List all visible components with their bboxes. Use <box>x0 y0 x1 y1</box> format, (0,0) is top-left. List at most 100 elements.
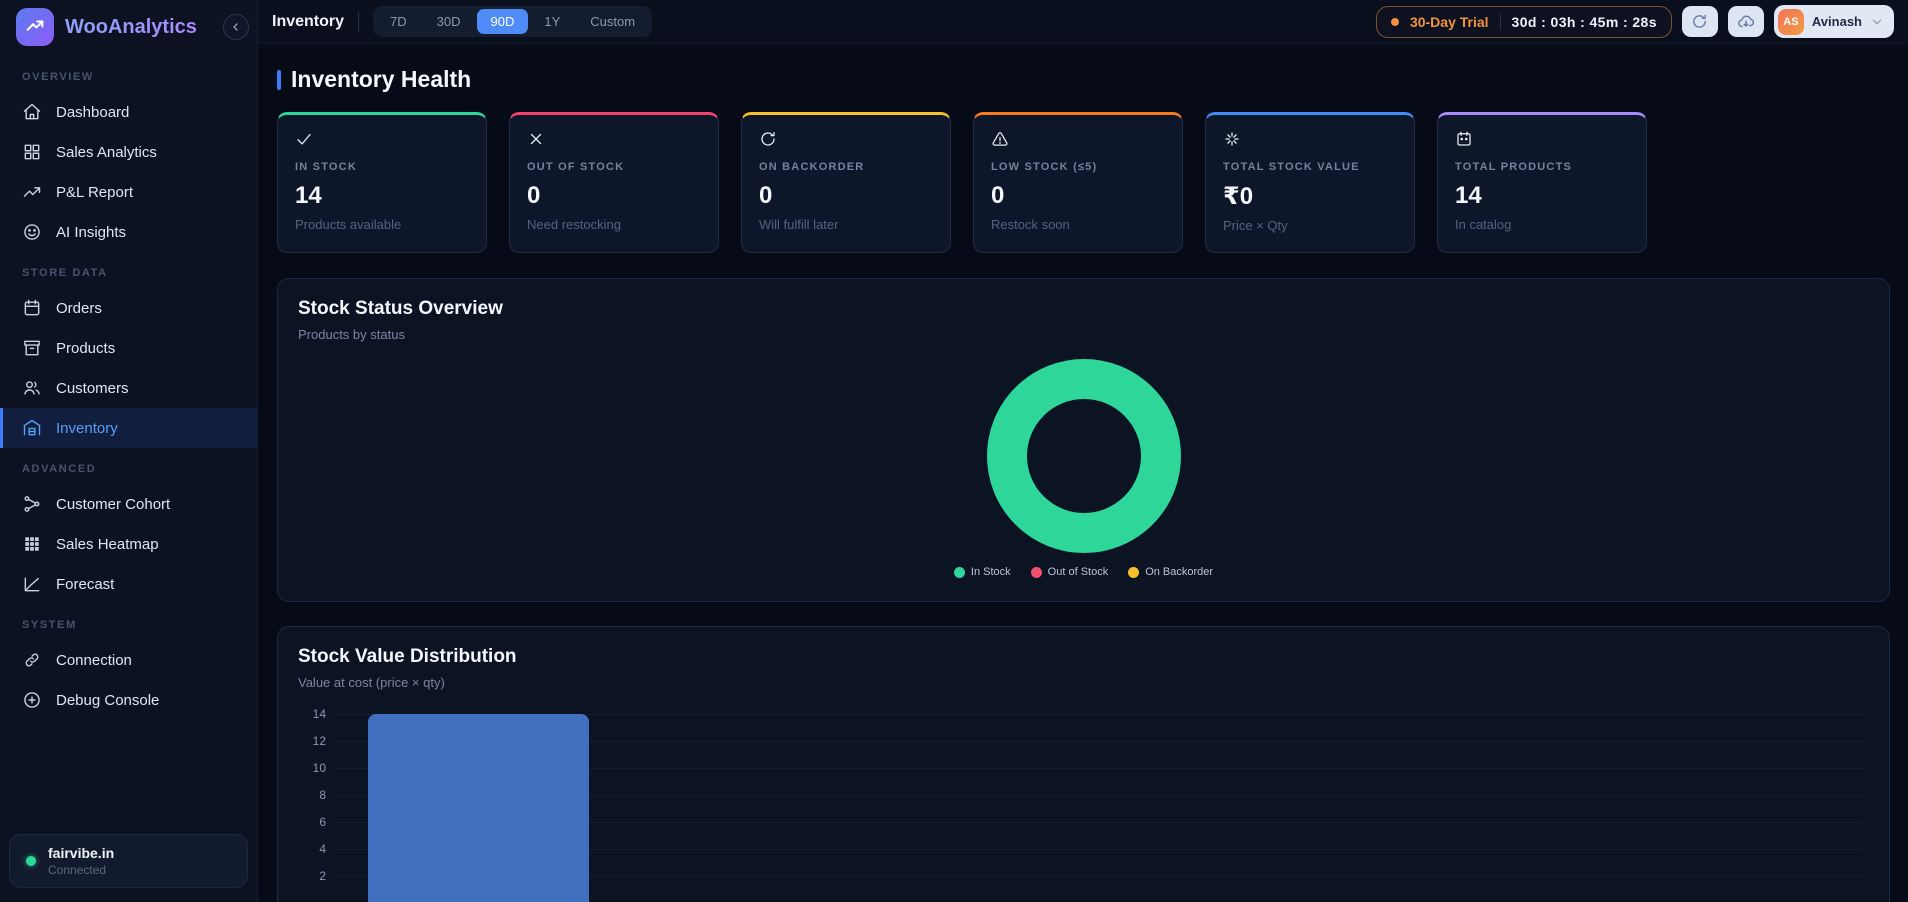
stat-value: 0 <box>991 182 1005 209</box>
sidebar-item-sales-analytics[interactable]: Sales Analytics <box>0 132 257 172</box>
tab-custom[interactable]: Custom <box>590 14 636 29</box>
user-menu[interactable]: AS Avinash <box>1773 5 1894 38</box>
burst-icon <box>1225 132 1239 146</box>
refresh-icon <box>761 131 775 146</box>
page-title: Inventory Health <box>291 66 472 92</box>
calendar-icon <box>24 299 40 316</box>
connected-store-card[interactable]: fairvibe.in Connected <box>9 834 248 888</box>
sidebar-item-label: Orders <box>56 299 102 317</box>
donut-segment-in-stock <box>986 359 1181 553</box>
date-range-tabs: 7D 30D 90D 1Y Custom <box>373 6 653 37</box>
sidebar-collapse-button[interactable] <box>223 14 249 40</box>
stat-label: IN STOCK <box>295 161 357 173</box>
y-axis-tick: 14 <box>312 707 326 721</box>
nav-section-store-data: STORE DATA <box>22 267 108 279</box>
tab-90d[interactable]: 90D <box>476 9 529 34</box>
legend-dot <box>1128 566 1140 578</box>
stat-subtext: Need restocking <box>527 217 621 232</box>
trial-label: 30-Day Trial <box>1409 13 1489 30</box>
legend-item-on-backorder: On Backorder <box>1128 566 1213 578</box>
sidebar-item-label: Products <box>56 339 116 357</box>
sidebar-item-pl-report[interactable]: P&L Report <box>0 172 257 212</box>
trial-countdown: 30d : 03h : 45m : 28s <box>1511 13 1657 30</box>
sidebar-item-label: Customers <box>56 379 129 397</box>
gridline <box>334 741 1863 742</box>
topbar-page-title: Inventory <box>272 12 345 30</box>
sidebar-item-orders[interactable]: Orders <box>0 288 257 328</box>
sidebar-item-ai-insights[interactable]: AI Insights <box>0 212 257 252</box>
topbar: Inventory 7D 30D 90D 1Y Custom 30-Day Tr… <box>258 0 1908 44</box>
user-name: Avinash <box>1811 14 1862 29</box>
gridline <box>334 714 1863 715</box>
sidebar-item-sales-heatmap[interactable]: Sales Heatmap <box>0 524 257 564</box>
tab-30d[interactable]: 30D <box>436 14 461 29</box>
main-content: Inventory Health IN STOCK 14 Products av… <box>258 44 1908 902</box>
trend-up-icon <box>23 187 41 197</box>
sidebar-item-label: Sales Analytics <box>56 143 157 161</box>
stat-subtext: Restock soon <box>991 217 1070 232</box>
sidebar-item-label: Inventory <box>56 419 118 437</box>
stat-label: LOW STOCK (≤5) <box>991 161 1098 173</box>
warehouse-icon <box>23 419 41 436</box>
legend-dot <box>1030 566 1042 578</box>
sidebar-item-customer-cohort[interactable]: Customer Cohort <box>0 484 257 524</box>
panel-subtitle: Products by status <box>298 327 405 342</box>
sidebar-item-label: Sales Heatmap <box>56 535 159 553</box>
sidebar-item-products[interactable]: Products <box>0 328 257 368</box>
stat-card-out-of-stock: OUT OF STOCK 0 Need restocking <box>509 112 719 253</box>
sidebar-item-dashboard[interactable]: Dashboard <box>0 92 257 132</box>
sidebar-item-forecast[interactable]: Forecast <box>0 564 257 604</box>
tab-7d[interactable]: 7D <box>390 14 407 29</box>
stock-value-panel: Stock Value Distribution Value at cost (… <box>277 626 1890 902</box>
sidebar-item-label: P&L Report <box>56 183 133 201</box>
stock-status-panel: Stock Status Overview Products by status… <box>277 278 1890 602</box>
panel-title: Stock Status Overview <box>298 298 503 319</box>
panel-subtitle: Value at cost (price × qty) <box>298 675 445 690</box>
sidebar-item-label: Connection <box>56 651 132 669</box>
app-title: WooAnalytics <box>65 15 197 38</box>
refresh-button[interactable] <box>1681 6 1718 37</box>
topbar-divider <box>358 11 360 32</box>
stat-card-low-stock: LOW STOCK (≤5) 0 Restock soon <box>973 112 1183 253</box>
title-accent-bar <box>277 69 281 90</box>
y-axis-tick: 6 <box>319 815 326 829</box>
trend-up-icon <box>26 20 44 31</box>
bar-value-14 <box>368 714 589 902</box>
sidebar-item-label: AI Insights <box>56 223 127 241</box>
nav-section-system: SYSTEM <box>22 619 77 631</box>
check-icon <box>297 133 311 145</box>
sidebar-item-label: Forecast <box>56 575 115 593</box>
y-axis-tick: 2 <box>319 869 326 883</box>
stat-card-on-backorder: ON BACKORDER 0 Will fulfill later <box>741 112 951 253</box>
tab-1y[interactable]: 1Y <box>544 14 561 29</box>
chevron-down-icon <box>1872 19 1882 24</box>
nav-section-advanced: ADVANCED <box>22 463 97 475</box>
sidebar-item-label: Dashboard <box>56 103 130 121</box>
trial-dot-icon <box>1390 17 1399 26</box>
plus-circle-icon <box>24 692 40 708</box>
export-button[interactable] <box>1727 6 1764 37</box>
sidebar: WooAnalytics OVERVIEW Dashboard Sales An… <box>0 0 258 902</box>
chevron-left-icon <box>233 23 238 31</box>
donut-legend: In Stock Out of Stock On Backorder <box>298 566 1869 582</box>
store-domain: fairvibe.in <box>48 845 115 861</box>
archive-icon <box>24 340 40 356</box>
stat-label: TOTAL STOCK VALUE <box>1223 161 1360 173</box>
sidebar-item-debug-console[interactable]: Debug Console <box>0 680 257 720</box>
legend-dot <box>953 566 965 578</box>
link-icon <box>25 653 39 667</box>
gridline <box>334 876 1863 877</box>
sidebar-item-inventory[interactable]: Inventory <box>0 408 257 448</box>
gridline <box>334 849 1863 850</box>
sidebar-item-connection[interactable]: Connection <box>0 640 257 680</box>
sidebar-item-customers[interactable]: Customers <box>0 368 257 408</box>
store-status: Connected <box>48 863 107 877</box>
cloud-download-icon <box>1738 15 1755 27</box>
x-icon <box>530 133 542 145</box>
y-axis-tick: 4 <box>319 842 326 856</box>
stat-label: TOTAL PRODUCTS <box>1455 161 1573 173</box>
y-axis-tick: 12 <box>312 734 326 748</box>
stat-value: 14 <box>1455 182 1482 209</box>
alert-triangle-icon <box>992 132 1008 146</box>
stat-card-total-products: TOTAL PRODUCTS 14 In catalog <box>1437 112 1647 253</box>
